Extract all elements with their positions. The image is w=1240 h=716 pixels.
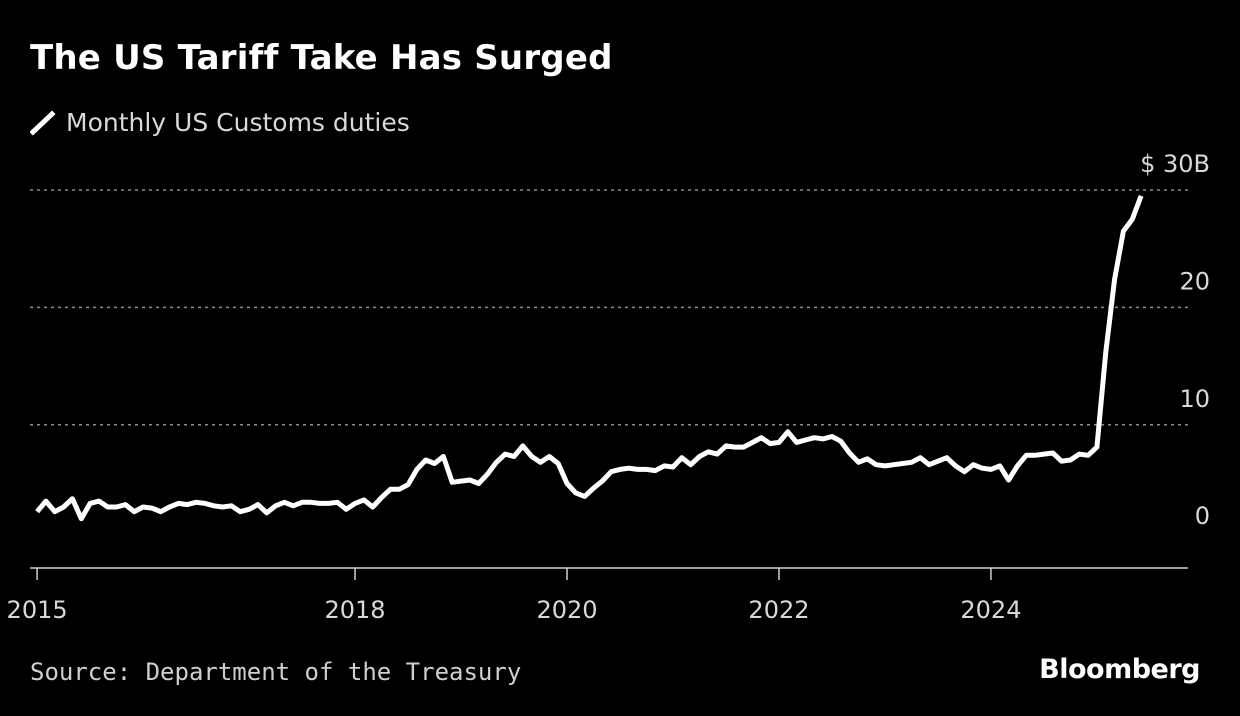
y-tick-label: 20 bbox=[1179, 267, 1210, 295]
y-tick-label: $ 30B bbox=[1140, 150, 1210, 178]
source-note: Source: Department of the Treasury bbox=[30, 658, 522, 686]
legend-label: Monthly US Customs duties bbox=[66, 108, 410, 137]
series-line-customs-duties bbox=[35, 195, 1144, 522]
legend-line-icon bbox=[30, 109, 56, 136]
series bbox=[35, 195, 1144, 522]
legend: Monthly US Customs duties bbox=[30, 108, 410, 137]
x-axis-labels: 2015 2018 2020 2022 2024 bbox=[7, 596, 1022, 624]
y-axis-labels: 0 10 20 $ 30B bbox=[1140, 150, 1210, 530]
x-tick-label: 2024 bbox=[960, 596, 1021, 624]
x-tick-label: 2022 bbox=[748, 596, 809, 624]
y-tick-label: 10 bbox=[1179, 385, 1210, 413]
grid-lines bbox=[30, 189, 1188, 426]
chart-title: The US Tariff Take Has Surged bbox=[30, 38, 613, 78]
x-axis bbox=[30, 567, 1188, 580]
y-tick-label: 0 bbox=[1195, 502, 1210, 530]
bloomberg-logo: Bloomberg bbox=[1039, 654, 1200, 685]
x-tick-label: 2015 bbox=[7, 596, 68, 624]
x-tick-label: 2018 bbox=[325, 596, 386, 624]
x-tick-label: 2020 bbox=[536, 596, 597, 624]
